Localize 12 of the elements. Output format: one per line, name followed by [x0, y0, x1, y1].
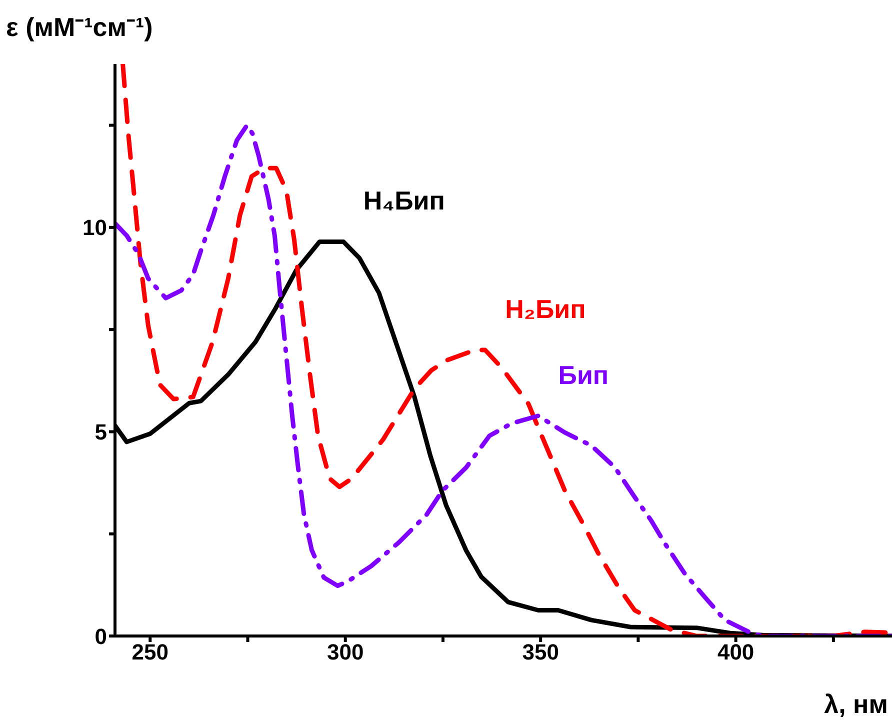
x-axis-title: λ, нм — [824, 689, 888, 720]
series-label: Бип — [558, 360, 609, 390]
y-axis-title: ε (мМ⁻¹см⁻¹) — [6, 11, 153, 44]
x-tick-label: 250 — [132, 640, 168, 665]
series-label: H₂Бип — [505, 294, 586, 324]
x-tick-label: 350 — [522, 640, 559, 665]
y-tick-label: 5 — [94, 420, 107, 445]
x-tick-label: 300 — [327, 640, 364, 665]
x-tick-label: 400 — [717, 640, 754, 665]
y-tick-label: 0 — [94, 624, 107, 649]
y-tick-label: 10 — [82, 215, 107, 240]
series-label: H₄Бип — [363, 186, 445, 216]
